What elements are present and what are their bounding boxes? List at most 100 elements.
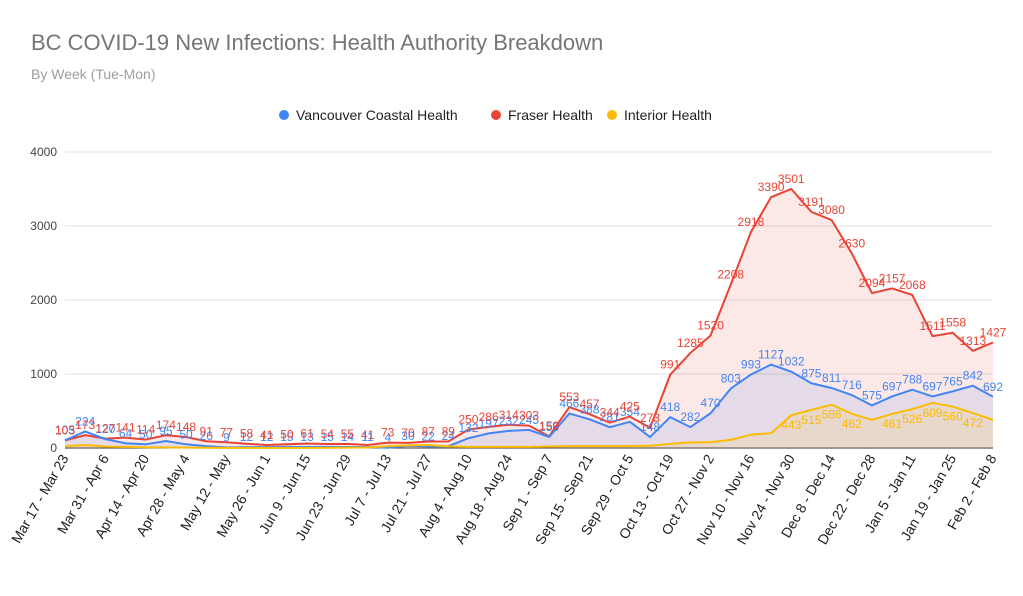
data-label: 54	[321, 427, 335, 441]
chart-title: BC COVID-19 New Infections: Health Autho…	[31, 30, 604, 55]
data-label: 232	[499, 414, 519, 428]
data-label: 466	[559, 397, 579, 411]
data-label: 24	[442, 429, 456, 443]
data-label: 586	[822, 408, 842, 422]
data-label: 250	[458, 413, 478, 427]
data-label: 991	[660, 358, 680, 372]
data-label: 58	[240, 427, 254, 441]
data-label: 1313	[959, 334, 986, 348]
data-label: 1558	[939, 316, 966, 330]
data-label: 245	[519, 413, 539, 427]
data-label: 61	[300, 426, 314, 440]
data-label: 103	[55, 423, 75, 437]
data-label: 697	[882, 379, 902, 393]
data-label: 12	[260, 430, 274, 444]
data-label: 91	[200, 424, 214, 438]
data-label: 344	[600, 406, 620, 420]
data-label: 418	[660, 400, 680, 414]
legend-swatch	[491, 110, 501, 120]
data-label: 70	[401, 426, 415, 440]
data-label: 2208	[717, 268, 744, 282]
data-label: 811	[822, 371, 841, 385]
data-label: 41	[260, 428, 274, 442]
data-label: 1285	[677, 336, 704, 350]
data-label: 2068	[899, 278, 926, 292]
data-label: 1127	[758, 348, 784, 362]
data-label: 22	[421, 429, 435, 443]
data-label: 13	[300, 430, 314, 444]
y-tick-label: 1000	[30, 367, 57, 381]
data-label: 41	[361, 428, 375, 442]
data-label: 87	[421, 425, 435, 439]
y-tick-label: 0	[50, 441, 57, 455]
data-label: 11	[361, 430, 374, 444]
data-label: 993	[741, 358, 761, 372]
data-label: 388	[580, 402, 600, 416]
data-label: 286	[479, 410, 499, 424]
y-tick-label: 2000	[30, 293, 57, 307]
data-label: 1032	[778, 355, 805, 369]
data-label: 148	[640, 420, 660, 434]
data-label: 461	[882, 417, 902, 431]
data-label: 64	[119, 426, 133, 440]
data-label: 127	[95, 422, 115, 436]
data-label: 89	[442, 424, 456, 438]
legend-entry: Fraser Health	[508, 107, 593, 123]
data-label: 159	[539, 419, 559, 433]
data-label: 3080	[818, 203, 845, 217]
data-label: 2094	[859, 276, 886, 290]
data-label: 12	[240, 430, 254, 444]
data-label: 575	[862, 388, 882, 402]
data-label: 120	[95, 422, 115, 436]
legend-swatch	[607, 110, 617, 120]
legend-swatch	[279, 110, 289, 120]
data-label: 15	[280, 430, 294, 444]
data-label: 354	[620, 405, 640, 419]
data-label: 3501	[778, 172, 805, 186]
data-label: 560	[943, 410, 963, 424]
data-label: 425	[620, 400, 640, 414]
data-label: 1427	[980, 325, 1007, 339]
data-label: 457	[580, 397, 600, 411]
data-label: 173	[75, 418, 95, 432]
data-label: 526	[902, 412, 922, 426]
data-label: 9	[223, 430, 230, 444]
data-label: 609	[922, 406, 942, 420]
area-vancouver-coastal-health	[65, 364, 993, 448]
data-label: 2157	[879, 271, 906, 285]
data-label: 303	[519, 409, 539, 423]
data-label: 26	[200, 429, 214, 443]
y-tick-label: 3000	[30, 219, 57, 233]
data-label: 3191	[798, 195, 825, 209]
data-label: 875	[801, 366, 821, 380]
data-label: 281	[600, 410, 620, 424]
data-label: 2918	[738, 215, 765, 229]
data-label: 132	[458, 421, 478, 435]
data-label: 148	[176, 420, 196, 434]
data-label: 314	[499, 408, 519, 422]
area-fraser-health	[65, 188, 993, 448]
data-label: 553	[559, 390, 579, 404]
data-label: 95	[159, 424, 173, 438]
data-label: 443	[781, 418, 801, 432]
data-label: 14	[341, 430, 355, 444]
data-label: 30	[401, 429, 415, 443]
data-label: 15	[321, 430, 335, 444]
data-label: 50	[179, 427, 193, 441]
data-label: 77	[220, 425, 234, 439]
line-interior-health	[64, 401, 994, 449]
data-label: 150	[539, 420, 559, 434]
data-label: 472	[963, 416, 983, 430]
data-label: 842	[963, 369, 983, 383]
legend-entry: Interior Health	[624, 107, 712, 123]
data-label: 1520	[697, 319, 724, 333]
data-label: 515	[801, 413, 821, 427]
data-label: 114	[136, 423, 155, 437]
data-label: 4	[384, 431, 391, 445]
data-label: 174	[156, 418, 176, 432]
data-label: 1511	[920, 319, 946, 333]
data-label: 716	[842, 378, 862, 392]
data-label: 462	[842, 417, 862, 431]
line-fraser-health	[64, 187, 994, 446]
